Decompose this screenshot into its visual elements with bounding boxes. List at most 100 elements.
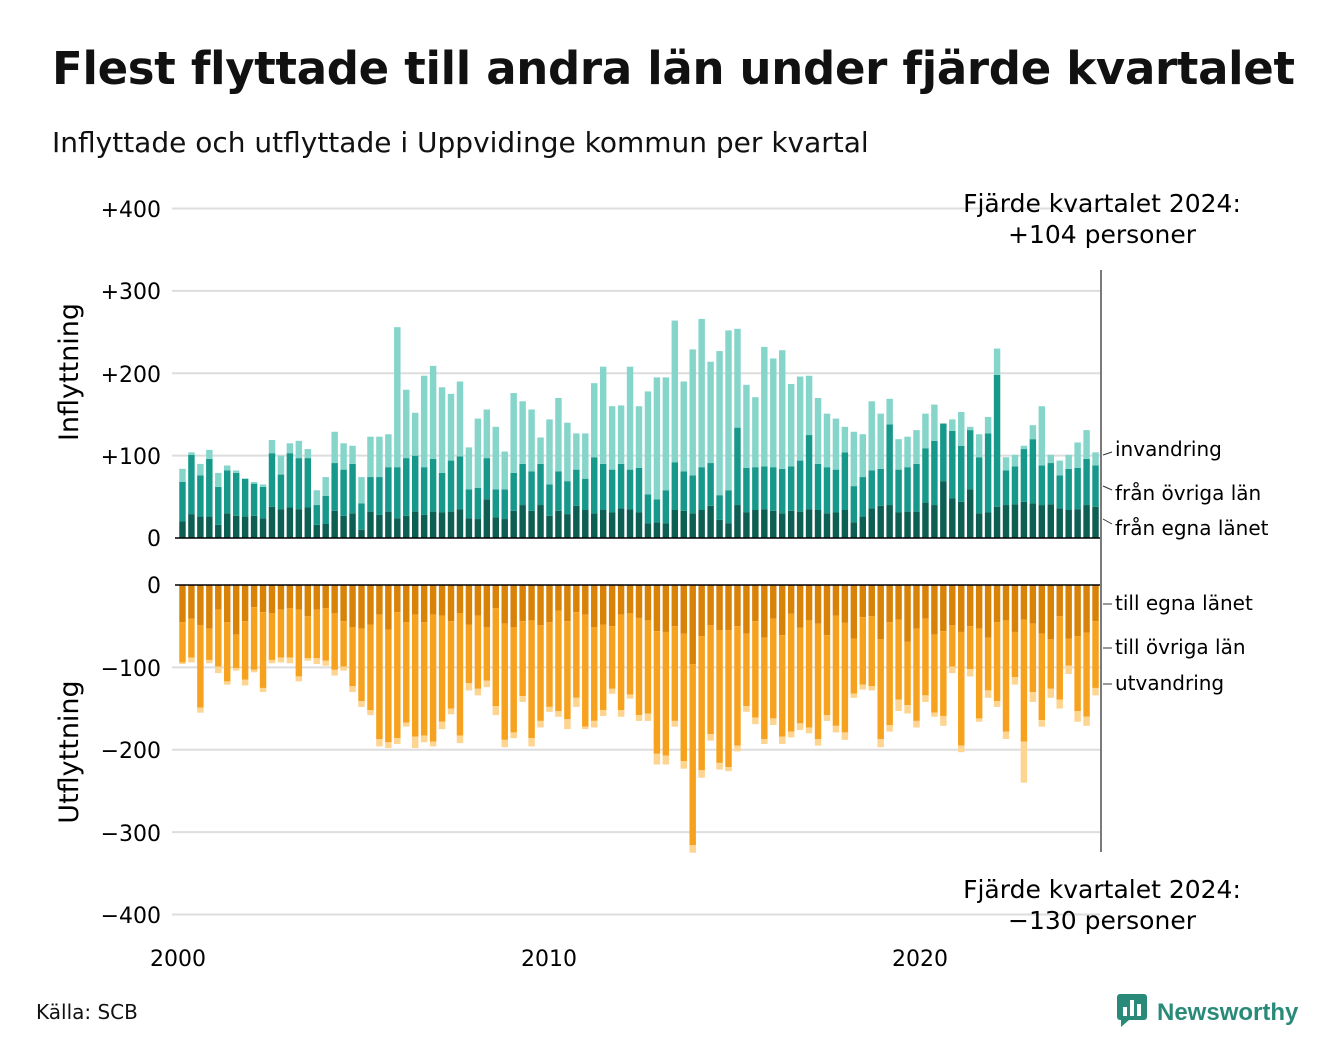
bar-out-other — [886, 622, 893, 726]
bar-in-other — [322, 495, 329, 524]
bar-in-own — [958, 501, 965, 538]
bar-in-other — [761, 466, 768, 510]
bar-in-other — [268, 453, 276, 507]
bar-out-other — [1002, 620, 1010, 732]
bar-out-abroad — [716, 762, 723, 770]
bar-in-abroad — [456, 381, 464, 457]
bar-out-own — [188, 585, 195, 619]
bar-in-own — [626, 509, 634, 538]
bar-in-other — [376, 477, 383, 515]
bar-out-abroad — [904, 705, 911, 714]
bar-out-own — [993, 585, 1001, 623]
bar-out-other — [591, 627, 598, 721]
bar-in-other — [814, 463, 822, 510]
bar-out-own — [752, 585, 759, 622]
bar-out-other — [635, 617, 643, 716]
bar-out-abroad — [277, 657, 285, 663]
bar-in-other — [582, 478, 589, 510]
bar-out-own — [653, 585, 661, 632]
bar-in-own — [1029, 503, 1037, 538]
bar-in-abroad — [403, 389, 410, 459]
bar-out-other — [340, 621, 347, 667]
bar-out-own — [707, 585, 714, 626]
bar-in-other — [698, 467, 705, 510]
bar-in-other — [1029, 439, 1037, 504]
bar-in-own — [859, 516, 867, 538]
bar-out-other — [940, 631, 947, 716]
bar-out-abroad — [698, 770, 705, 778]
bar-in-abroad — [1065, 454, 1072, 469]
annotation-top-line1: Fjärde kvartalet 2024: — [963, 189, 1241, 218]
bar-in-own — [707, 505, 714, 538]
bar-out-abroad — [492, 706, 499, 716]
bar-in-own — [922, 502, 929, 538]
bar-out-abroad — [635, 715, 643, 721]
bar-in-own — [492, 517, 499, 538]
bar-out-other — [232, 634, 240, 669]
bar-in-own — [752, 509, 759, 538]
bar-in-abroad — [779, 350, 786, 469]
bar-in-other — [224, 470, 231, 514]
newsworthy-brand[interactable]: Newsworthy — [1117, 994, 1298, 1032]
bar-out-own — [904, 585, 911, 642]
bar-in-abroad — [761, 346, 768, 467]
bar-in-abroad — [340, 443, 347, 470]
bar-out-own — [796, 585, 804, 628]
bar-in-abroad — [671, 320, 679, 463]
bar-in-abroad — [626, 366, 634, 470]
bar-out-abroad — [734, 745, 741, 752]
bar-out-other — [501, 623, 508, 740]
bar-out-other — [1029, 623, 1037, 693]
bar-in-own — [1038, 505, 1046, 538]
bar-out-abroad — [949, 666, 956, 674]
bar-in-abroad — [931, 404, 938, 441]
bar-out-abroad — [420, 735, 428, 743]
bar-out-abroad — [1020, 741, 1028, 783]
bar-out-abroad — [725, 767, 732, 772]
bar-out-other — [904, 641, 911, 706]
bar-in-abroad — [644, 391, 652, 495]
bar-in-abroad — [385, 434, 392, 468]
bar-out-own — [277, 585, 285, 610]
bar-out-abroad — [931, 712, 938, 717]
bar-out-other — [653, 631, 661, 754]
bar-in-own — [716, 519, 723, 538]
bar-out-own — [564, 585, 571, 622]
bar-out-abroad — [859, 684, 867, 690]
bar-out-other — [286, 608, 294, 658]
bar-in-own — [268, 506, 276, 538]
bar-out-other — [680, 633, 687, 762]
bar-in-own — [805, 509, 813, 538]
bar-out-own — [644, 585, 652, 621]
bar-in-other — [1020, 449, 1028, 502]
bar-out-own — [975, 585, 983, 629]
bar-out-own — [465, 585, 473, 625]
bar-out-own — [922, 585, 929, 619]
bar-out-own — [931, 585, 938, 635]
bar-in-own — [322, 523, 329, 538]
bar-in-abroad — [188, 452, 195, 455]
bar-out-abroad — [447, 708, 455, 715]
bar-out-own — [591, 585, 598, 628]
bar-in-abroad — [447, 393, 455, 461]
bar-out-own — [823, 585, 831, 636]
bar-in-own — [215, 524, 222, 538]
bar-out-other — [1020, 619, 1028, 742]
bar-out-own — [1047, 585, 1054, 640]
bar-in-own — [286, 507, 294, 538]
bar-out-own — [743, 585, 750, 634]
bar-in-abroad — [313, 490, 320, 506]
bar-in-own — [984, 512, 992, 538]
bar-out-abroad — [250, 669, 258, 673]
bar-out-other — [429, 614, 437, 742]
bar-in-other — [707, 463, 714, 506]
bar-in-other — [716, 495, 723, 520]
bar-out-own — [304, 585, 312, 617]
bar-in-abroad — [1092, 452, 1099, 466]
bar-out-abroad — [895, 699, 902, 712]
bar-out-abroad — [940, 715, 947, 726]
bar-in-abroad — [501, 451, 508, 490]
bar-out-other — [394, 612, 401, 739]
bar-in-own — [779, 513, 786, 538]
bar-out-other — [1038, 633, 1046, 721]
